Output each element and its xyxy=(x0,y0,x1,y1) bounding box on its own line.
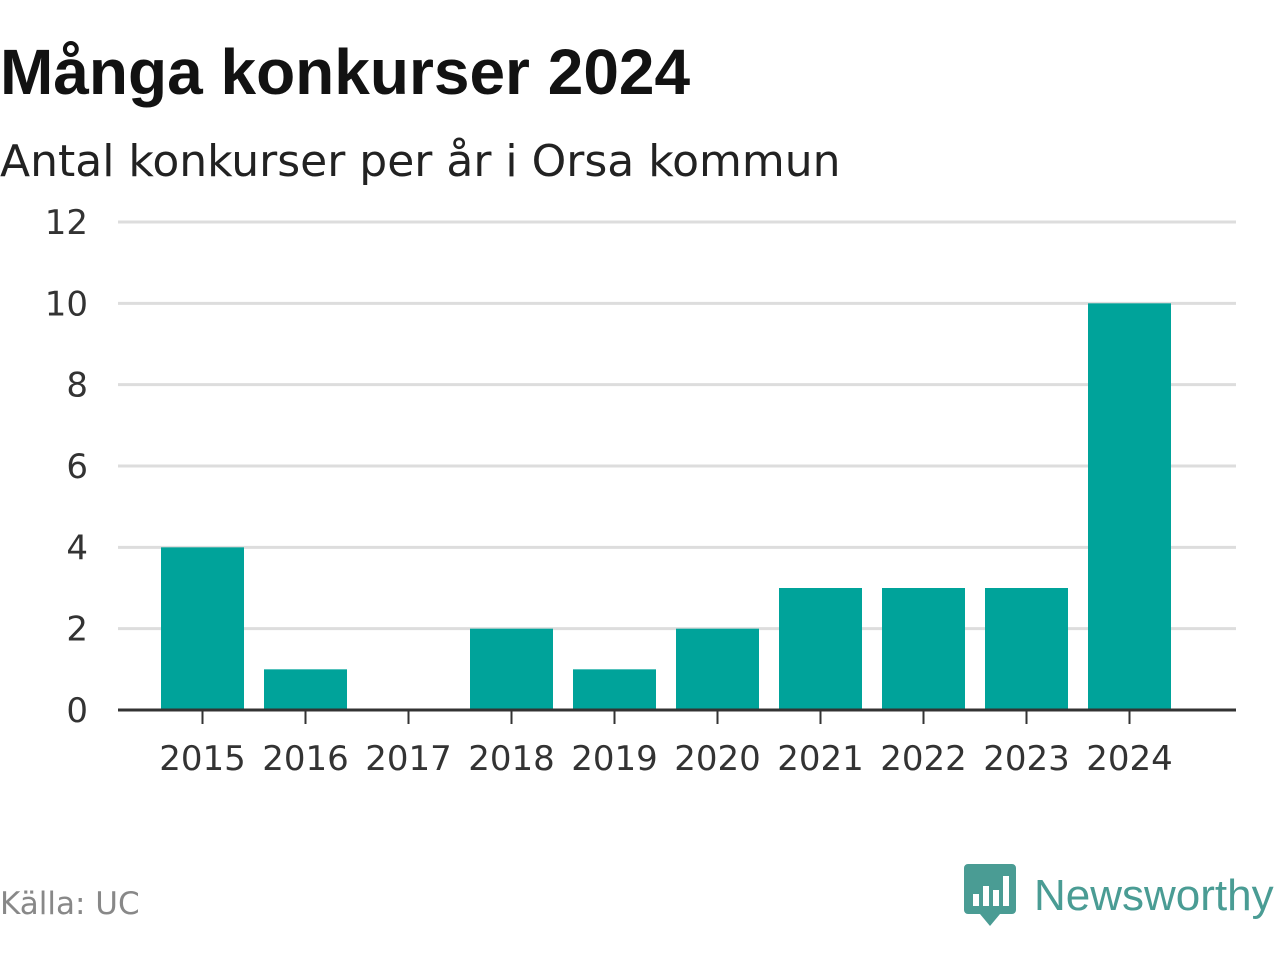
newsworthy-logo-icon xyxy=(964,864,1016,926)
x-tick-label-2018: 2018 xyxy=(468,739,555,779)
y-tick-label-12: 12 xyxy=(45,203,88,243)
x-tick-label-2017: 2017 xyxy=(365,739,452,779)
bar-2015 xyxy=(161,547,244,710)
y-axis-tick-labels: 0 2 4 6 8 10 12 xyxy=(45,203,88,731)
x-tick-label-2016: 2016 xyxy=(262,739,349,779)
x-axis-tick-labels: 2015 2016 2017 2018 2019 2020 2021 2022 2023 2024 xyxy=(159,739,1173,779)
x-tick-label-2023: 2023 xyxy=(983,739,1070,779)
y-tick-label-6: 6 xyxy=(66,447,88,487)
bar-2021 xyxy=(779,588,862,710)
x-tick-label-2020: 2020 xyxy=(674,739,761,779)
gridlines xyxy=(118,220,1236,631)
x-tick-label-2015: 2015 xyxy=(159,739,246,779)
newsworthy-logo: Newsworthy xyxy=(964,864,1274,928)
y-tick-label-10: 10 xyxy=(45,284,88,324)
x-tick-label-2021: 2021 xyxy=(777,739,864,779)
bars xyxy=(161,303,1171,710)
chart-title: Många konkurser 2024 xyxy=(0,36,691,108)
x-tick-label-2019: 2019 xyxy=(571,739,658,779)
bar-2019 xyxy=(573,669,656,710)
brand-name: Newsworthy xyxy=(1034,871,1274,920)
y-tick-label-8: 8 xyxy=(66,366,88,406)
y-tick-label-2: 2 xyxy=(66,610,88,650)
x-axis xyxy=(118,708,1236,724)
y-tick-label-0: 0 xyxy=(66,691,88,731)
x-tick-label-2022: 2022 xyxy=(880,739,967,779)
bar-2024 xyxy=(1088,303,1171,710)
chart-subtitle: Antal konkurser per år i Orsa kommun xyxy=(0,136,841,187)
source-note: Källa: UC xyxy=(0,886,140,922)
bar-2023 xyxy=(985,588,1068,710)
y-tick-label-4: 4 xyxy=(66,528,88,568)
x-tick-label-2024: 2024 xyxy=(1086,739,1173,779)
bar-2022 xyxy=(882,588,965,710)
bar-2020 xyxy=(676,628,759,710)
bar-2016 xyxy=(264,669,347,710)
bar-2018 xyxy=(470,628,553,710)
